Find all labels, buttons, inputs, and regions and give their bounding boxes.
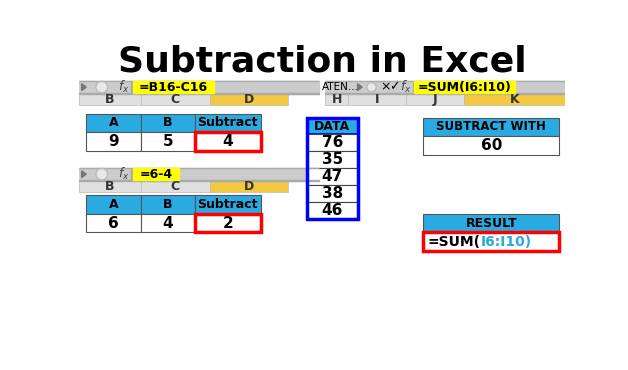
Bar xyxy=(307,202,357,219)
Bar xyxy=(78,180,319,181)
Bar xyxy=(465,94,565,105)
Circle shape xyxy=(96,168,107,180)
Text: =SUM(I6:I10): =SUM(I6:I10) xyxy=(418,81,511,94)
Text: RESULT: RESULT xyxy=(465,216,517,229)
Text: 9: 9 xyxy=(108,134,119,149)
Polygon shape xyxy=(82,171,86,178)
Bar xyxy=(195,114,261,132)
Circle shape xyxy=(96,81,107,93)
Bar xyxy=(414,81,515,93)
Bar xyxy=(141,114,195,132)
Text: 76: 76 xyxy=(322,135,343,151)
Bar xyxy=(423,118,559,136)
Text: B: B xyxy=(163,117,172,130)
Bar xyxy=(78,181,141,192)
Bar xyxy=(141,195,195,214)
Bar xyxy=(195,132,261,151)
Bar xyxy=(131,169,132,179)
Polygon shape xyxy=(82,84,86,91)
Text: Subtraction in Excel: Subtraction in Excel xyxy=(117,44,526,78)
Text: SUBTRACT WITH: SUBTRACT WITH xyxy=(436,120,546,133)
Bar xyxy=(210,181,288,192)
Text: 46: 46 xyxy=(322,203,343,218)
Bar xyxy=(131,82,132,92)
Circle shape xyxy=(367,83,376,92)
Text: C: C xyxy=(171,93,180,106)
Text: K: K xyxy=(510,93,519,106)
Bar xyxy=(307,134,357,151)
Bar xyxy=(86,114,141,132)
Text: $f_x$: $f_x$ xyxy=(117,166,129,182)
Bar xyxy=(78,93,319,94)
Text: =SUM(: =SUM( xyxy=(427,235,480,249)
Bar xyxy=(86,195,141,214)
Text: Subtract: Subtract xyxy=(197,198,258,211)
Text: B: B xyxy=(105,180,114,193)
Bar xyxy=(195,214,261,232)
Bar xyxy=(307,151,357,168)
Bar xyxy=(133,168,179,180)
Text: C: C xyxy=(171,180,180,193)
Bar xyxy=(78,168,319,181)
Text: 35: 35 xyxy=(322,152,343,167)
Text: 4: 4 xyxy=(162,216,173,231)
Text: B: B xyxy=(163,198,172,211)
Bar xyxy=(141,132,195,151)
Text: A: A xyxy=(109,198,118,211)
Bar xyxy=(307,185,357,202)
Text: $f_x$: $f_x$ xyxy=(401,79,412,95)
Bar xyxy=(423,136,559,155)
Text: Subtract: Subtract xyxy=(197,117,258,130)
Polygon shape xyxy=(357,84,362,91)
Bar xyxy=(141,181,210,192)
Bar xyxy=(307,118,357,134)
Text: B: B xyxy=(105,93,114,106)
Text: 60: 60 xyxy=(480,138,502,153)
Bar xyxy=(78,94,141,105)
Bar xyxy=(86,132,141,151)
Text: 2: 2 xyxy=(222,216,233,231)
Text: ATEN...: ATEN... xyxy=(322,82,359,92)
Bar xyxy=(78,81,319,94)
Bar xyxy=(307,168,357,185)
Text: 5: 5 xyxy=(162,134,173,149)
Text: $f_x$: $f_x$ xyxy=(117,79,129,95)
Text: I: I xyxy=(375,93,379,106)
Text: I6:I10): I6:I10) xyxy=(480,235,531,249)
Text: D: D xyxy=(244,93,254,106)
Bar xyxy=(195,195,261,214)
Bar xyxy=(325,94,348,105)
Text: 4: 4 xyxy=(222,134,233,149)
Text: ×: × xyxy=(380,81,391,94)
Bar xyxy=(210,94,288,105)
Bar xyxy=(86,214,141,232)
Text: =6-4: =6-4 xyxy=(139,168,173,181)
Bar xyxy=(406,94,465,105)
Text: D: D xyxy=(244,180,254,193)
Text: 47: 47 xyxy=(322,169,343,184)
Bar xyxy=(141,214,195,232)
Text: DATA: DATA xyxy=(314,120,350,132)
Text: =B16-C16: =B16-C16 xyxy=(139,81,208,94)
Bar xyxy=(348,94,406,105)
Bar xyxy=(133,81,214,93)
Bar xyxy=(325,93,565,94)
Bar xyxy=(423,214,559,232)
Text: 6: 6 xyxy=(108,216,119,231)
Bar xyxy=(141,94,210,105)
Text: J: J xyxy=(433,93,437,106)
Text: H: H xyxy=(332,93,342,106)
Bar xyxy=(325,81,565,94)
Text: ✓: ✓ xyxy=(389,81,400,94)
Bar xyxy=(307,118,357,219)
Bar xyxy=(423,232,559,251)
Text: A: A xyxy=(109,117,118,130)
Text: 38: 38 xyxy=(322,186,343,201)
